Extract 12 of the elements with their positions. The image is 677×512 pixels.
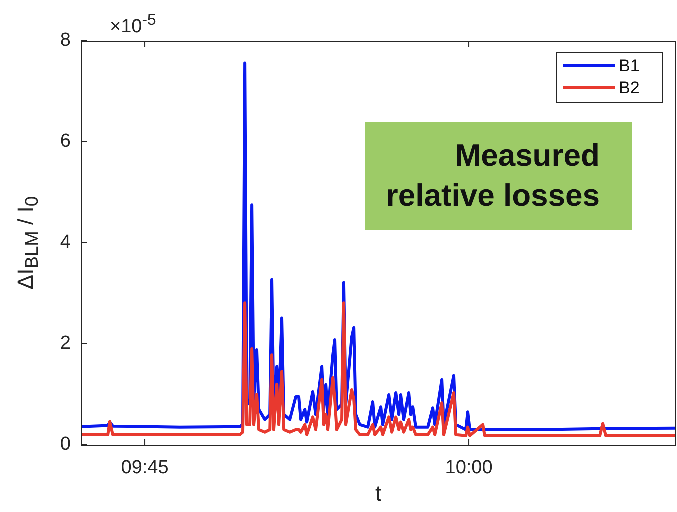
x-tick-label: 10:00 [445,458,493,479]
legend-label: B1 [619,56,640,76]
y-tick-label: 4 [60,232,72,254]
legend-label: B2 [619,78,640,98]
annotation: Measured relative losses [365,122,632,230]
x-tick-label: 09:45 [121,458,169,479]
y-tick-label: 8 [60,30,71,52]
y-tick-label: 2 [60,333,71,354]
y-tick-label: 6 [60,131,71,152]
text: ×10$^{-5}$ [110,12,156,38]
x-axis-title: t [375,480,382,506]
y-tick-label: 0 [60,434,71,456]
